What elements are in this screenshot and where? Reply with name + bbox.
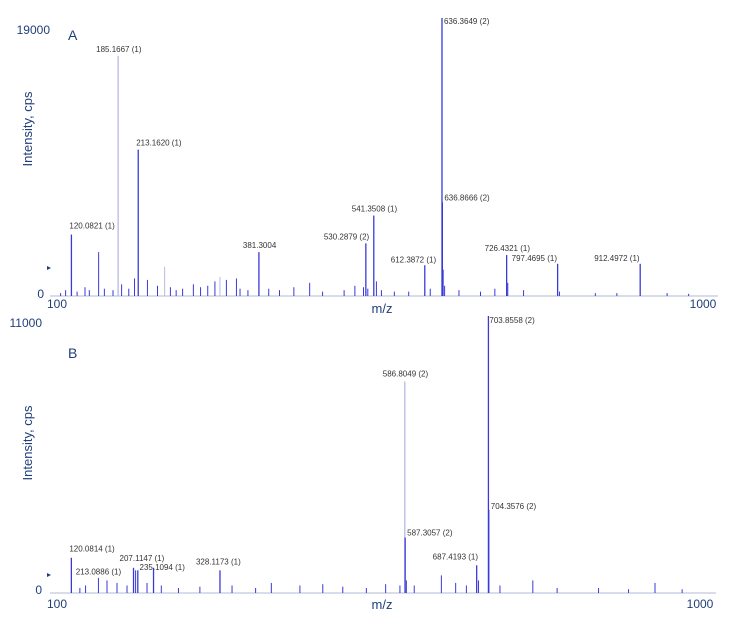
panel-b-x-axis-label: m/z [372,597,393,612]
panel-b-peak-label: 207.1147 (1) [120,554,165,563]
panel-b-xmin-label: 100 [47,597,67,611]
panel-b-peak-label: 213.0886 (1) [76,567,122,576]
panel-b-peaks: 120.0814 (1) 207.1147 (1) 213.0886 (1) 235.… [69,316,683,593]
panel-a-peak-label: 912.4972 (1) [594,254,640,263]
panel-a-peak-label: 381.3004 [243,241,277,250]
panel-a-xmin-label: 100 [47,297,67,311]
panel-a-xmax-label: 1000 [690,297,717,311]
panel-a-marker-icon [47,266,51,270]
panel-a-peak-label: 185.1667 (1) [96,45,142,54]
panel-a-peak-label: 213.1620 (1) [136,139,182,148]
panel-a-letter: A [68,27,78,43]
panel-a-peak-label: 541.3508 (1) [352,205,398,214]
panel-a-peak-label: 530.2879 (2) [324,232,370,241]
panel-a-peak-label: 612.3872 (1) [391,255,437,264]
spectrum-panel-a: A 19000 0 100 1000 m/z Intensity, cps 12… [17,17,718,316]
panel-a-peak-label: 636.3649 (2) [444,17,490,26]
panel-b-peak-label: 587.3057 (2) [407,529,453,538]
panel-b-peak-label: 687.4193 (1) [433,552,479,561]
panel-a-peak-label: 726.4321 (1) [485,244,531,253]
panel-b-peak-label: 235.1094 (1) [140,563,186,572]
panel-a-x-axis-label: m/z [372,301,393,316]
panel-a-y-axis-label: Intensity, cps [20,91,35,166]
panel-a-ymin-label: 0 [37,287,44,301]
panel-a-peak-label: 636.8666 (2) [444,193,490,202]
panel-b-peak-label: 586.8049 (2) [383,369,429,378]
panel-b-marker-icon [47,573,51,577]
panel-b-peak-label: 120.0814 (1) [69,545,115,554]
panel-b-y-axis-label: Intensity, cps [20,405,35,480]
panel-a-peak-label: 120.0821 (1) [69,222,115,231]
panel-a-ymax-label: 19000 [17,23,51,37]
panel-b-peak-label: 328.1173 (1) [196,557,241,566]
panel-b-xmax-label: 1000 [687,597,714,611]
panel-a-peaks: 120.0821 (1) 185.1667 (1) 213.1620 (1) 381.… [60,17,690,296]
panel-b-peak-label: 703.8558 (2) [489,316,535,325]
panel-b-ymin-label: 0 [35,583,42,597]
panel-b-letter: B [68,345,77,361]
spectrum-panel-b: B 11000 0 100 1000 m/z Intensity, cps 12… [10,316,716,612]
panel-b-ymax-label: 11000 [10,316,43,330]
panel-a-peak-label: 797.4695 (1) [512,254,558,263]
panel-b-peak-label: 704.3576 (2) [491,502,537,511]
